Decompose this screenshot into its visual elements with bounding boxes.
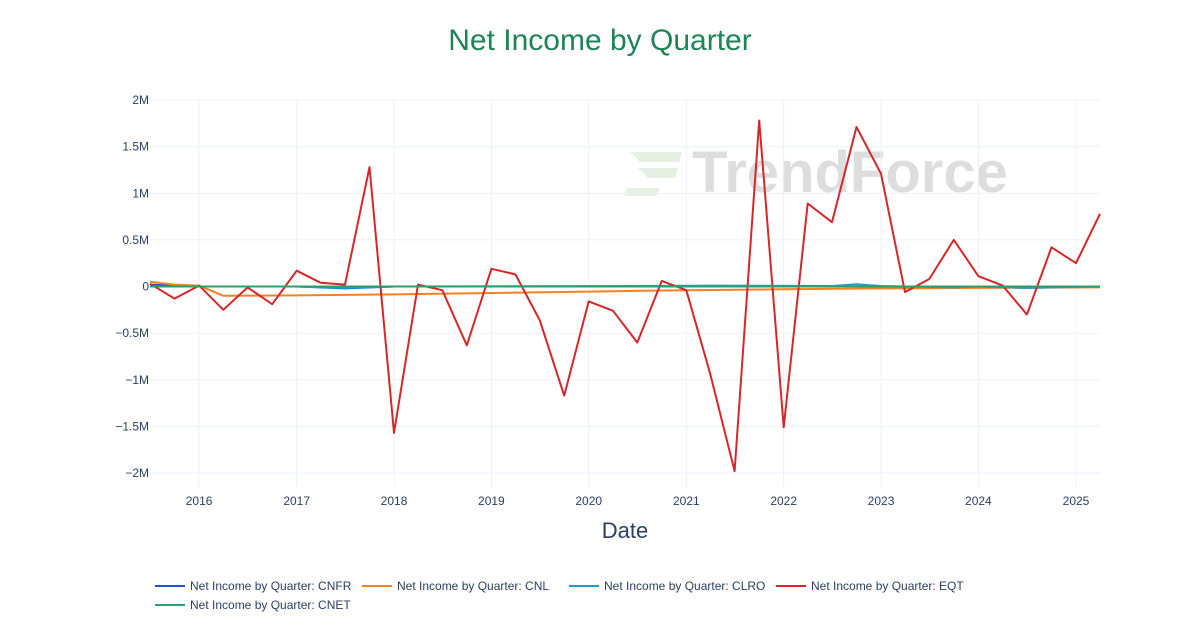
legend-item-cnl[interactable]: Net Income by Quarter: CNL: [362, 579, 549, 593]
y-tick-label: −1.5M: [115, 419, 149, 433]
legend-item-eqt[interactable]: Net Income by Quarter: EQT: [776, 579, 964, 593]
x-tick-label: 2017: [283, 494, 310, 508]
trendforce-watermark: TrendForce: [624, 140, 1008, 205]
y-tick-label: 0.5M: [122, 233, 149, 247]
legend-item-cnfr[interactable]: Net Income by Quarter: CNFR: [155, 579, 352, 593]
y-tick-label: −2M: [125, 466, 149, 480]
chart-title: Net Income by Quarter: [448, 24, 751, 57]
x-axis-title: Date: [602, 518, 648, 543]
watermark-logo-mark: [624, 152, 682, 196]
x-tick-label: 2023: [868, 494, 895, 508]
x-tick-label: 2025: [1063, 494, 1090, 508]
x-tick-label: 2020: [575, 494, 602, 508]
x-tick-label: 2018: [381, 494, 408, 508]
y-tick-label: 2M: [132, 93, 149, 107]
y-tick-label: 0: [142, 280, 149, 294]
x-tick-label: 2021: [673, 494, 700, 508]
legend-label: Net Income by Quarter: CNET: [190, 598, 351, 612]
x-tick-label: 2019: [478, 494, 505, 508]
legend-item-clro[interactable]: Net Income by Quarter: CLRO: [569, 579, 765, 593]
x-tick-label: 2022: [770, 494, 797, 508]
legend-label: Net Income by Quarter: CLRO: [604, 579, 765, 593]
series-layer: [149, 119, 1101, 473]
legend-label: Net Income by Quarter: CNL: [397, 579, 549, 593]
y-tick-label: −0.5M: [115, 326, 149, 340]
x-tick-label: 2016: [186, 494, 213, 508]
y-tick-label: 1.5M: [122, 140, 149, 154]
series-line-cnl: [149, 280, 1101, 297]
series-line-eqt: [149, 119, 1101, 473]
y-tick-label: −1M: [125, 373, 149, 387]
legend-label: Net Income by Quarter: EQT: [811, 579, 964, 593]
x-tick-label: 2024: [965, 494, 992, 508]
legend-label: Net Income by Quarter: CNFR: [190, 579, 352, 593]
y-axis-ticks: 2M 1.5M 1M 0.5M 0 −0.5M −1M −1.5M −2M: [115, 93, 149, 480]
y-tick-label: 1M: [132, 186, 149, 200]
x-axis-ticks: 2016 2017 2018 2019 2020 2021 2022 2023 2024 2025: [186, 494, 1090, 508]
legend: Net Income by Quarter: CNFR Net Income by…: [155, 579, 964, 612]
legend-item-cnet[interactable]: Net Income by Quarter: CNET: [155, 598, 351, 612]
